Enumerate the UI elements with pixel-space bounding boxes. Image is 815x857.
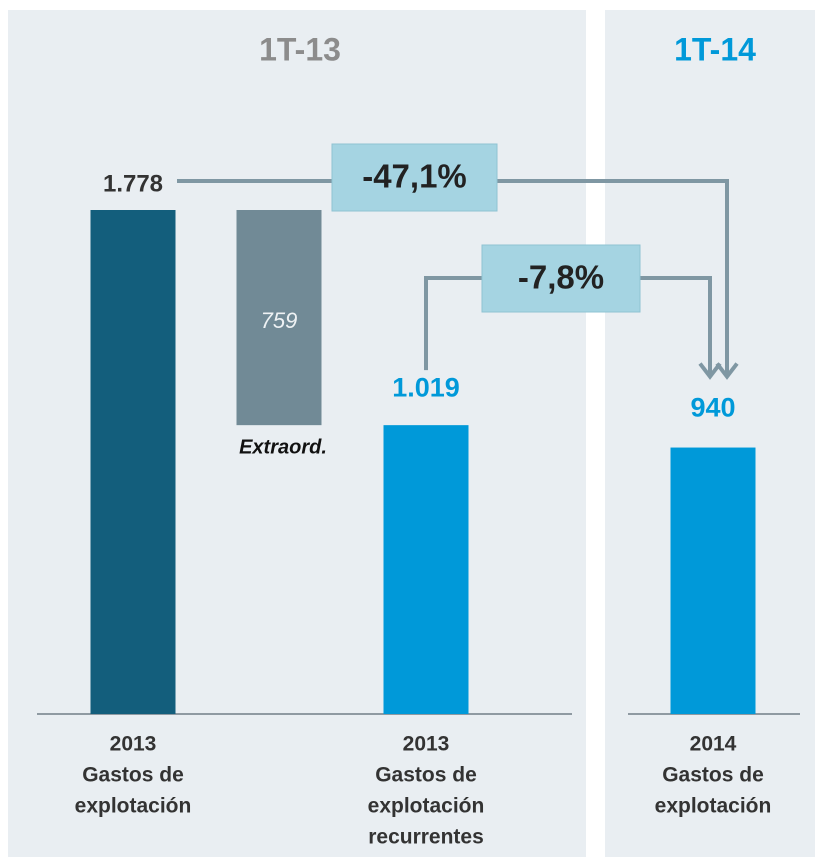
x-tick-label: explotación bbox=[368, 795, 485, 818]
panel-title: 1T-13 bbox=[259, 31, 341, 67]
arrowhead bbox=[698, 362, 722, 380]
panel-title: 1T-14 bbox=[674, 31, 756, 67]
x-tick-label: explotación bbox=[75, 795, 192, 818]
value-label: 940 bbox=[690, 393, 735, 423]
change-box bbox=[481, 244, 641, 313]
value-label: 1.778 bbox=[103, 170, 163, 197]
change-label: -7,8% bbox=[518, 259, 604, 296]
x-tick-label: Gastos de bbox=[82, 764, 184, 787]
panel bbox=[605, 10, 815, 857]
x-tick-label: 2013 bbox=[403, 733, 450, 756]
bar bbox=[236, 210, 322, 426]
value-label: 1.019 bbox=[392, 372, 460, 402]
x-tick-label: Gastos de bbox=[662, 764, 764, 787]
x-tick-label: explotación bbox=[655, 795, 772, 818]
x-tick-label: recurrentes bbox=[368, 826, 484, 849]
bar bbox=[383, 425, 469, 714]
x-tick-label: Gastos de bbox=[375, 764, 477, 787]
value-label: 759 bbox=[261, 308, 298, 333]
bar-annotation: Extraord. bbox=[239, 436, 327, 458]
bar bbox=[90, 210, 176, 714]
change-box bbox=[331, 143, 498, 212]
x-tick-label: 2014 bbox=[690, 733, 737, 756]
x-tick-label: 2013 bbox=[110, 733, 157, 756]
arrowhead bbox=[715, 362, 739, 380]
change-label: -47,1% bbox=[362, 158, 467, 195]
bar bbox=[670, 447, 756, 714]
